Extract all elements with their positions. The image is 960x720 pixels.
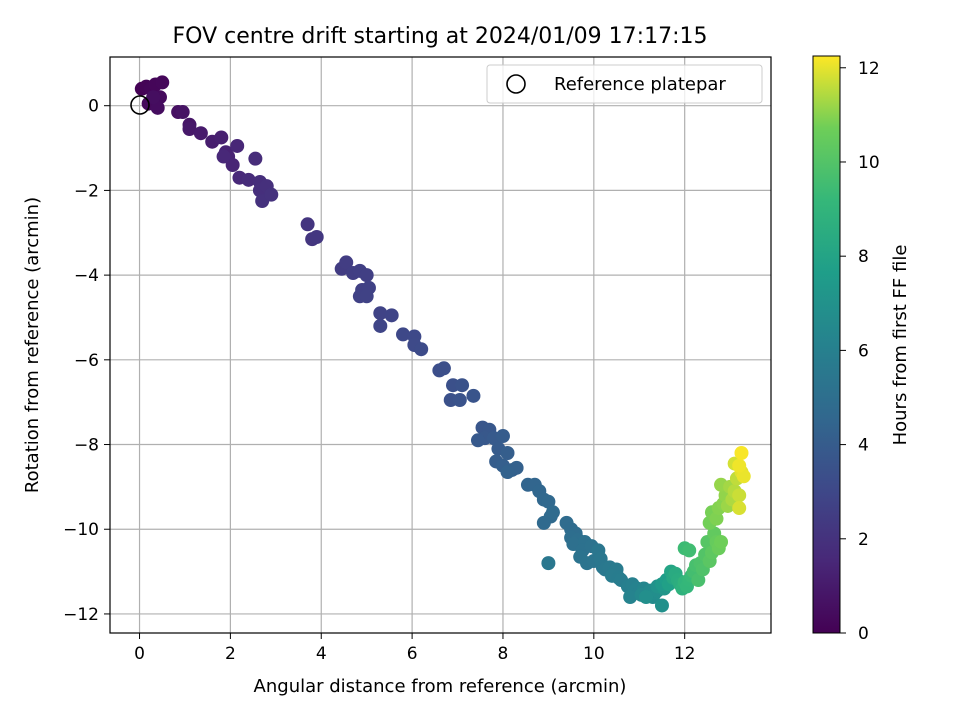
x-tick-label: 12 bbox=[674, 644, 696, 664]
data-point bbox=[500, 465, 515, 480]
x-tick-label: 2 bbox=[225, 644, 236, 664]
data-point bbox=[146, 90, 161, 105]
data-point bbox=[709, 511, 724, 526]
y-tick-label: −6 bbox=[74, 351, 99, 371]
y-tick-label: 0 bbox=[88, 97, 99, 117]
data-point bbox=[466, 388, 481, 403]
data-point bbox=[225, 158, 240, 172]
grid-lines bbox=[110, 57, 771, 633]
colorbar-tick-label: 6 bbox=[858, 341, 869, 361]
data-point bbox=[300, 217, 315, 232]
data-point bbox=[339, 255, 354, 270]
data-point bbox=[623, 590, 638, 604]
y-tick-label: −12 bbox=[63, 605, 99, 625]
data-point bbox=[682, 543, 697, 558]
data-point bbox=[691, 573, 706, 588]
data-point bbox=[216, 149, 231, 164]
legend-box bbox=[486, 64, 763, 104]
data-point bbox=[214, 130, 229, 145]
colorbar-ticks: 0 2 4 6 8 10 12 bbox=[840, 59, 880, 644]
data-point bbox=[230, 138, 245, 153]
data-point bbox=[182, 122, 197, 136]
data-point bbox=[436, 361, 451, 376]
data-point bbox=[414, 342, 429, 357]
data-point bbox=[359, 268, 374, 283]
chart-title: FOV centre drift starting at 2024/01/09 … bbox=[173, 24, 708, 49]
data-point bbox=[654, 598, 669, 613]
data-point bbox=[150, 100, 165, 115]
colorbar-label: Hours from first FF file bbox=[890, 245, 911, 446]
data-points bbox=[134, 75, 751, 613]
x-tick-label: 6 bbox=[407, 644, 418, 664]
data-point bbox=[714, 534, 729, 549]
x-axis-label: Angular distance from reference (arcmin) bbox=[254, 676, 627, 697]
colorbar-tick-label: 10 bbox=[858, 153, 880, 173]
data-point bbox=[455, 378, 470, 393]
data-point bbox=[541, 556, 556, 571]
data-point bbox=[264, 187, 279, 202]
data-point bbox=[734, 446, 749, 460]
data-point bbox=[732, 501, 747, 516]
colorbar bbox=[812, 55, 841, 634]
data-point bbox=[359, 289, 374, 304]
data-point bbox=[536, 515, 551, 530]
data-point bbox=[545, 505, 560, 520]
legend: Reference platepar bbox=[486, 64, 763, 104]
data-point bbox=[470, 433, 485, 448]
data-point bbox=[639, 590, 654, 604]
data-point bbox=[155, 75, 170, 90]
x-tick-label: 4 bbox=[316, 644, 327, 664]
legend-entry-reference: Reference platepar bbox=[554, 74, 726, 95]
data-point bbox=[541, 494, 556, 509]
colorbar-tick-label: 0 bbox=[858, 624, 869, 644]
x-axis-ticks: 0 2 4 6 8 10 12 bbox=[134, 633, 696, 664]
data-point bbox=[396, 327, 411, 342]
colorbar-tick-label: 8 bbox=[858, 247, 869, 267]
legend-marker-icon bbox=[506, 74, 526, 94]
y-tick-label: −2 bbox=[74, 181, 99, 201]
data-point bbox=[732, 458, 747, 473]
x-tick-label: 10 bbox=[583, 644, 605, 664]
data-point bbox=[736, 469, 751, 484]
data-point bbox=[384, 308, 399, 323]
data-point bbox=[309, 230, 324, 244]
x-tick-label: 8 bbox=[498, 644, 509, 664]
colorbar-tick-label: 12 bbox=[858, 59, 880, 79]
data-point bbox=[241, 172, 256, 187]
data-point bbox=[175, 105, 190, 120]
data-point bbox=[500, 446, 515, 460]
data-point bbox=[373, 318, 388, 333]
y-tick-label: −4 bbox=[74, 266, 99, 286]
data-point bbox=[495, 429, 510, 444]
colorbar-tick-label: 4 bbox=[858, 436, 869, 456]
data-point bbox=[452, 393, 467, 408]
x-tick-label: 0 bbox=[134, 644, 145, 664]
y-axis-ticks: 0 −2 −4 −6 −8 −10 −12 bbox=[63, 97, 110, 625]
y-tick-label: −8 bbox=[74, 436, 99, 456]
reference-point-marker bbox=[130, 95, 150, 115]
data-point bbox=[373, 306, 388, 321]
colorbar-tick-label: 2 bbox=[858, 530, 869, 550]
data-point bbox=[193, 126, 208, 141]
data-point bbox=[732, 488, 747, 503]
y-tick-label: −10 bbox=[63, 520, 99, 540]
data-point bbox=[248, 151, 263, 166]
plot-frame bbox=[109, 56, 772, 634]
y-axis-label: Rotation from reference (arcmin) bbox=[22, 197, 43, 493]
